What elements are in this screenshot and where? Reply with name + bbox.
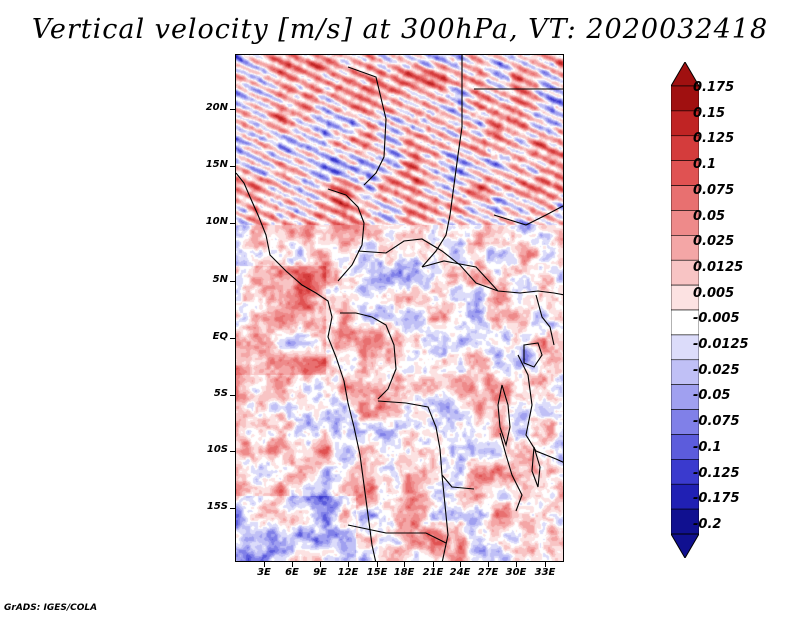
- colorbar-label: -0.175: [693, 491, 740, 507]
- colorbar-band: [671, 135, 699, 161]
- lon-label-3e: 3E: [257, 567, 271, 578]
- country-borders: [236, 55, 563, 561]
- lat-label-20n: 20N: [205, 102, 228, 113]
- lake-victoria: [523, 342, 543, 368]
- colorbar-label: -0.1: [693, 439, 722, 455]
- border-zambia-malawi: [499, 432, 523, 512]
- lat-tick: [230, 223, 235, 224]
- lon-label-12e: 12E: [337, 567, 359, 578]
- border-uganda-kenya: [535, 294, 555, 346]
- colorbar-band: [671, 434, 699, 460]
- colorbar-band: [671, 334, 699, 361]
- lon-label-9e: 9E: [313, 567, 327, 578]
- colorbar-label: 0.05: [693, 208, 726, 224]
- lat-tick: [230, 338, 235, 339]
- border-namibia: [347, 524, 447, 544]
- colorbar-label: -0.005: [693, 311, 740, 327]
- border-congo-drc: [340, 312, 397, 400]
- colorbar-label: -0.0125: [693, 337, 749, 352]
- border-angola-zambia: [441, 474, 449, 561]
- colorbar-label: -0.025: [693, 362, 740, 378]
- lon-tick: [320, 562, 321, 567]
- lon-tick: [488, 562, 489, 567]
- lon-tick: [433, 562, 434, 567]
- colorbar-label: 0.175: [693, 80, 735, 95]
- border-chad-sudan: [421, 126, 463, 268]
- lat-label-10s: 10S: [206, 444, 228, 455]
- lon-label-21e: 21E: [422, 567, 444, 578]
- colorbar-band: [671, 259, 699, 286]
- colorbar-band: [671, 409, 699, 435]
- lat-label-5s: 5S: [213, 388, 228, 399]
- grads-credit: GrADS: IGES/COLA: [4, 603, 98, 613]
- map-title: Vertical velocity [m/s] at 300hPa, VT: 2…: [31, 14, 769, 45]
- lon-tick: [348, 562, 349, 567]
- border-drc-angola: [377, 400, 475, 490]
- border-niger-chad: [347, 66, 387, 186]
- colorbar: [671, 62, 699, 558]
- colorbar-min-arrow: [671, 533, 699, 558]
- lon-label-30e: 30E: [505, 567, 527, 578]
- border-tanzania: [517, 354, 563, 463]
- colorbar-band: [671, 110, 699, 137]
- border-sudan-south: [421, 260, 499, 292]
- lon-tick: [545, 562, 546, 567]
- colorbar-band: [671, 235, 699, 261]
- lon-tick: [292, 562, 293, 567]
- coastline: [236, 172, 377, 561]
- lon-label-18e: 18E: [393, 567, 415, 578]
- lat-tick: [230, 166, 235, 167]
- colorbar-label: 0.005: [693, 285, 735, 301]
- border-nigeria-cameroon: [327, 188, 365, 282]
- lon-tick: [264, 562, 265, 567]
- lat-label-10n: 10N: [205, 216, 228, 227]
- colorbar-band: [671, 508, 699, 535]
- colorbar-label: -0.075: [693, 414, 740, 430]
- border-ethiopia: [493, 205, 563, 226]
- lon-label-24e: 24E: [449, 567, 471, 578]
- border-car: [357, 238, 563, 296]
- lon-label-27e: 27E: [477, 567, 499, 578]
- colorbar-label: 0.075: [693, 182, 735, 198]
- lon-label-33e: 33E: [534, 567, 556, 578]
- colorbar-band: [671, 359, 699, 385]
- colorbar-band: [671, 160, 699, 186]
- lake-tanganyika: [497, 384, 511, 448]
- lon-tick: [377, 562, 378, 567]
- lat-label-5n: 5N: [212, 274, 228, 285]
- lon-tick: [516, 562, 517, 567]
- map-panel: [235, 54, 564, 562]
- colorbar-label: 0.125: [693, 131, 735, 147]
- lon-label-15e: 15E: [366, 567, 388, 578]
- vertical-velocity-field: [236, 55, 563, 561]
- lake-malawi: [531, 446, 541, 488]
- lat-label-15n: 15N: [205, 159, 228, 170]
- colorbar-band: [671, 309, 699, 336]
- colorbar-label: 0.1: [693, 157, 717, 173]
- lat-label-15s: 15S: [206, 501, 228, 512]
- colorbar-band: [671, 210, 699, 236]
- lat-label-eq: EQ: [212, 331, 228, 342]
- colorbar-label: 0.0125: [693, 259, 744, 275]
- lat-tick: [230, 395, 235, 396]
- colorbar-label: 0.15: [693, 105, 726, 121]
- colorbar-label: 0.025: [693, 234, 735, 250]
- lat-tick: [230, 109, 235, 110]
- lat-tick: [230, 451, 235, 452]
- lon-label-6e: 6E: [285, 567, 299, 578]
- lat-tick: [230, 508, 235, 509]
- lon-tick: [460, 562, 461, 567]
- lat-tick: [230, 281, 235, 282]
- colorbar-label: -0.2: [693, 516, 722, 532]
- colorbar-label: -0.125: [693, 465, 740, 481]
- colorbar-label: -0.05: [693, 388, 731, 404]
- lon-tick: [404, 562, 405, 567]
